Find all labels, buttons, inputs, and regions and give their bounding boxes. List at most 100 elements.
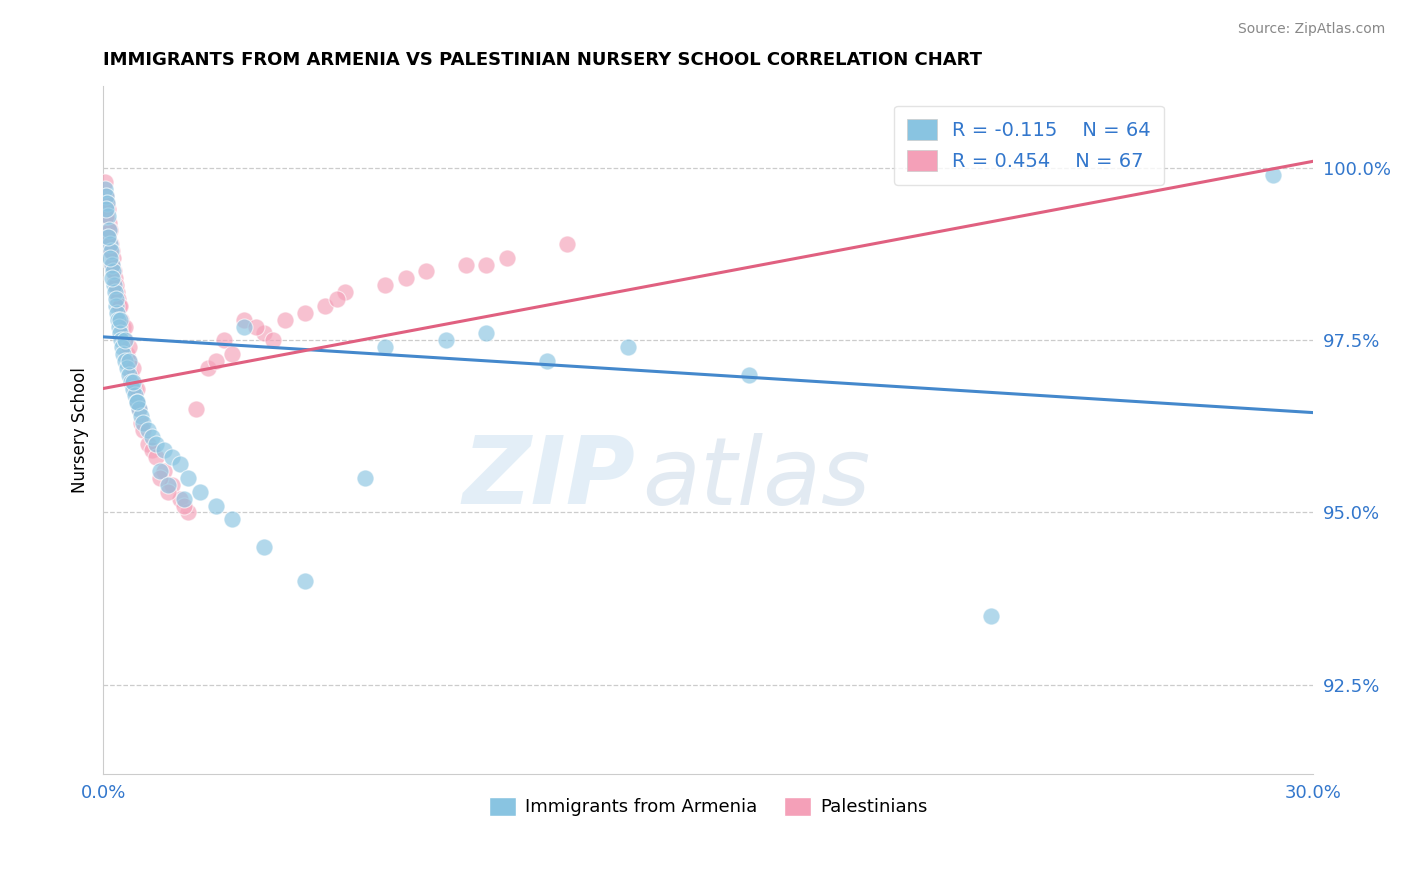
- Point: [98, 244, 121, 258]
- Point: [118, 368, 141, 382]
- Point: [98, 251, 121, 265]
- Point: [136, 423, 159, 437]
- Point: [374, 278, 396, 293]
- Point: [212, 334, 235, 348]
- Point: [131, 416, 153, 430]
- Point: [456, 258, 478, 272]
- Point: [122, 382, 145, 396]
- Point: [114, 354, 136, 368]
- Point: [117, 340, 139, 354]
- Point: [125, 395, 148, 409]
- Point: [98, 223, 121, 237]
- Point: [536, 354, 558, 368]
- Point: [156, 484, 179, 499]
- Point: [96, 195, 118, 210]
- Point: [253, 326, 276, 341]
- Point: [100, 244, 122, 258]
- Point: [233, 319, 256, 334]
- Point: [108, 299, 131, 313]
- Point: [103, 251, 125, 265]
- Point: [127, 395, 149, 409]
- Point: [253, 540, 276, 554]
- Point: [245, 319, 267, 334]
- Point: [97, 210, 120, 224]
- Y-axis label: Nursery School: Nursery School: [72, 367, 89, 492]
- Point: [184, 402, 207, 417]
- Point: [108, 326, 131, 341]
- Legend: Immigrants from Armenia, Palestinians: Immigrants from Armenia, Palestinians: [481, 789, 935, 823]
- Point: [205, 354, 228, 368]
- Point: [131, 409, 153, 423]
- Point: [103, 264, 125, 278]
- Point: [96, 195, 118, 210]
- Point: [169, 457, 191, 471]
- Point: [112, 319, 135, 334]
- Point: [105, 292, 128, 306]
- Point: [110, 299, 132, 313]
- Point: [117, 347, 139, 361]
- Point: [141, 443, 163, 458]
- Point: [177, 471, 200, 485]
- Point: [121, 360, 143, 375]
- Point: [96, 188, 118, 202]
- Point: [98, 216, 121, 230]
- Point: [120, 368, 142, 382]
- Point: [434, 334, 457, 348]
- Point: [188, 484, 211, 499]
- Point: [103, 264, 125, 278]
- Point: [101, 258, 124, 272]
- Point: [495, 251, 517, 265]
- Point: [1261, 168, 1284, 182]
- Point: [221, 347, 243, 361]
- Point: [475, 258, 498, 272]
- Point: [110, 312, 132, 326]
- Point: [97, 230, 120, 244]
- Point: [114, 334, 136, 348]
- Point: [128, 402, 150, 417]
- Point: [415, 264, 437, 278]
- Point: [169, 491, 191, 506]
- Point: [616, 340, 638, 354]
- Point: [117, 360, 139, 375]
- Point: [374, 340, 396, 354]
- Point: [94, 202, 117, 217]
- Point: [100, 236, 122, 251]
- Point: [475, 326, 498, 341]
- Point: [326, 292, 349, 306]
- Point: [108, 319, 131, 334]
- Point: [100, 223, 122, 237]
- Point: [105, 278, 128, 293]
- Point: [128, 402, 150, 417]
- Point: [110, 312, 132, 326]
- Point: [395, 271, 418, 285]
- Point: [94, 210, 117, 224]
- Point: [980, 608, 1002, 623]
- Text: atlas: atlas: [641, 433, 870, 524]
- Point: [120, 375, 142, 389]
- Point: [107, 312, 129, 326]
- Point: [233, 312, 256, 326]
- Point: [104, 285, 127, 299]
- Point: [118, 354, 141, 368]
- Point: [111, 340, 134, 354]
- Point: [314, 299, 336, 313]
- Point: [103, 278, 125, 293]
- Point: [121, 375, 143, 389]
- Point: [136, 436, 159, 450]
- Point: [173, 491, 195, 506]
- Point: [149, 464, 172, 478]
- Point: [112, 347, 135, 361]
- Point: [127, 395, 149, 409]
- Point: [197, 360, 219, 375]
- Point: [262, 334, 284, 348]
- Point: [105, 285, 128, 299]
- Point: [101, 244, 124, 258]
- Point: [101, 258, 124, 272]
- Point: [221, 512, 243, 526]
- Point: [160, 478, 183, 492]
- Point: [97, 202, 120, 217]
- Point: [177, 505, 200, 519]
- Point: [105, 306, 128, 320]
- Point: [101, 271, 124, 285]
- Point: [94, 182, 117, 196]
